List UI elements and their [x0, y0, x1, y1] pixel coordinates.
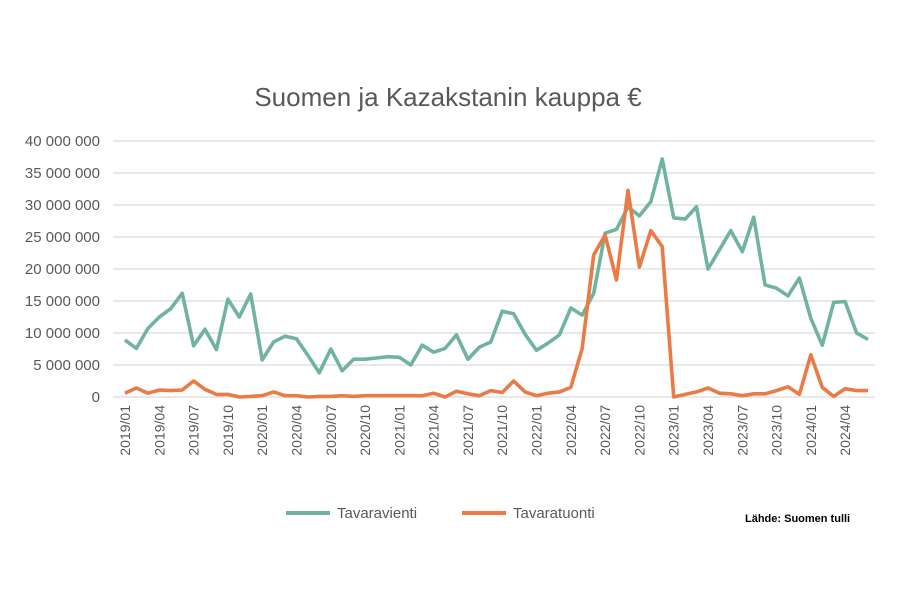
- x-tick-label: 2020/01: [254, 405, 270, 456]
- x-tick-label: 2023/01: [666, 405, 682, 456]
- y-tick-label: 10 000 000: [25, 325, 100, 342]
- x-tick-label: 2019/07: [186, 405, 202, 456]
- x-tick-label: 2021/10: [494, 405, 510, 456]
- y-tick-label: 35 000 000: [25, 165, 100, 182]
- x-tick-label: 2021/01: [391, 405, 407, 456]
- y-tick-label: 20 000 000: [25, 261, 100, 278]
- chart-title: Suomen ja Kazakstanin kauppa €: [254, 82, 642, 112]
- y-tick-label: 30 000 000: [25, 197, 100, 214]
- y-tick-label: 25 000 000: [25, 229, 100, 246]
- y-tick-label: 5 000 000: [33, 357, 100, 374]
- x-tick-label: 2022/04: [563, 405, 579, 456]
- x-tick-label: 2020/07: [323, 405, 339, 456]
- source-note: Lähde: Suomen tulli: [745, 513, 850, 525]
- x-tick-label: 2019/10: [220, 405, 236, 456]
- x-tick-label: 2024/04: [837, 405, 853, 456]
- y-tick-label: 15 000 000: [25, 293, 100, 310]
- series-line-tavaratuonti: [125, 190, 868, 397]
- x-tick-label: 2022/01: [529, 405, 545, 456]
- legend-label-tavaratuonti: Tavaratuonti: [513, 505, 595, 522]
- series-line-tavaravienti: [125, 159, 868, 373]
- x-tick-label: 2023/07: [734, 405, 750, 456]
- legend: Tavaravienti Tavaratuonti: [286, 505, 595, 522]
- series-lines: [125, 159, 868, 397]
- x-axis: 2019/01 2019/04 2019/07 2019/10 2020/01 2020/…: [117, 405, 853, 456]
- x-tick-label: 2020/04: [288, 405, 304, 456]
- x-tick-label: 2023/10: [769, 405, 785, 456]
- y-tick-label: 0: [92, 389, 100, 406]
- x-tick-label: 2022/10: [631, 405, 647, 456]
- x-tick-label: 2023/04: [700, 405, 716, 456]
- legend-label-tavaravienti: Tavaravienti: [337, 505, 417, 522]
- x-tick-label: 2022/07: [597, 405, 613, 456]
- y-tick-label: 40 000 000: [25, 133, 100, 150]
- x-tick-label: 2021/07: [460, 405, 476, 456]
- x-tick-label: 2019/01: [117, 405, 133, 456]
- x-tick-label: 2024/01: [803, 405, 819, 456]
- x-tick-label: 2019/04: [151, 405, 167, 456]
- y-axis: 0 5 000 000 10 000 000 15 000 000 20 000 000…: [25, 133, 100, 406]
- x-tick-label: 2020/10: [357, 405, 373, 456]
- x-tick-label: 2021/04: [426, 405, 442, 456]
